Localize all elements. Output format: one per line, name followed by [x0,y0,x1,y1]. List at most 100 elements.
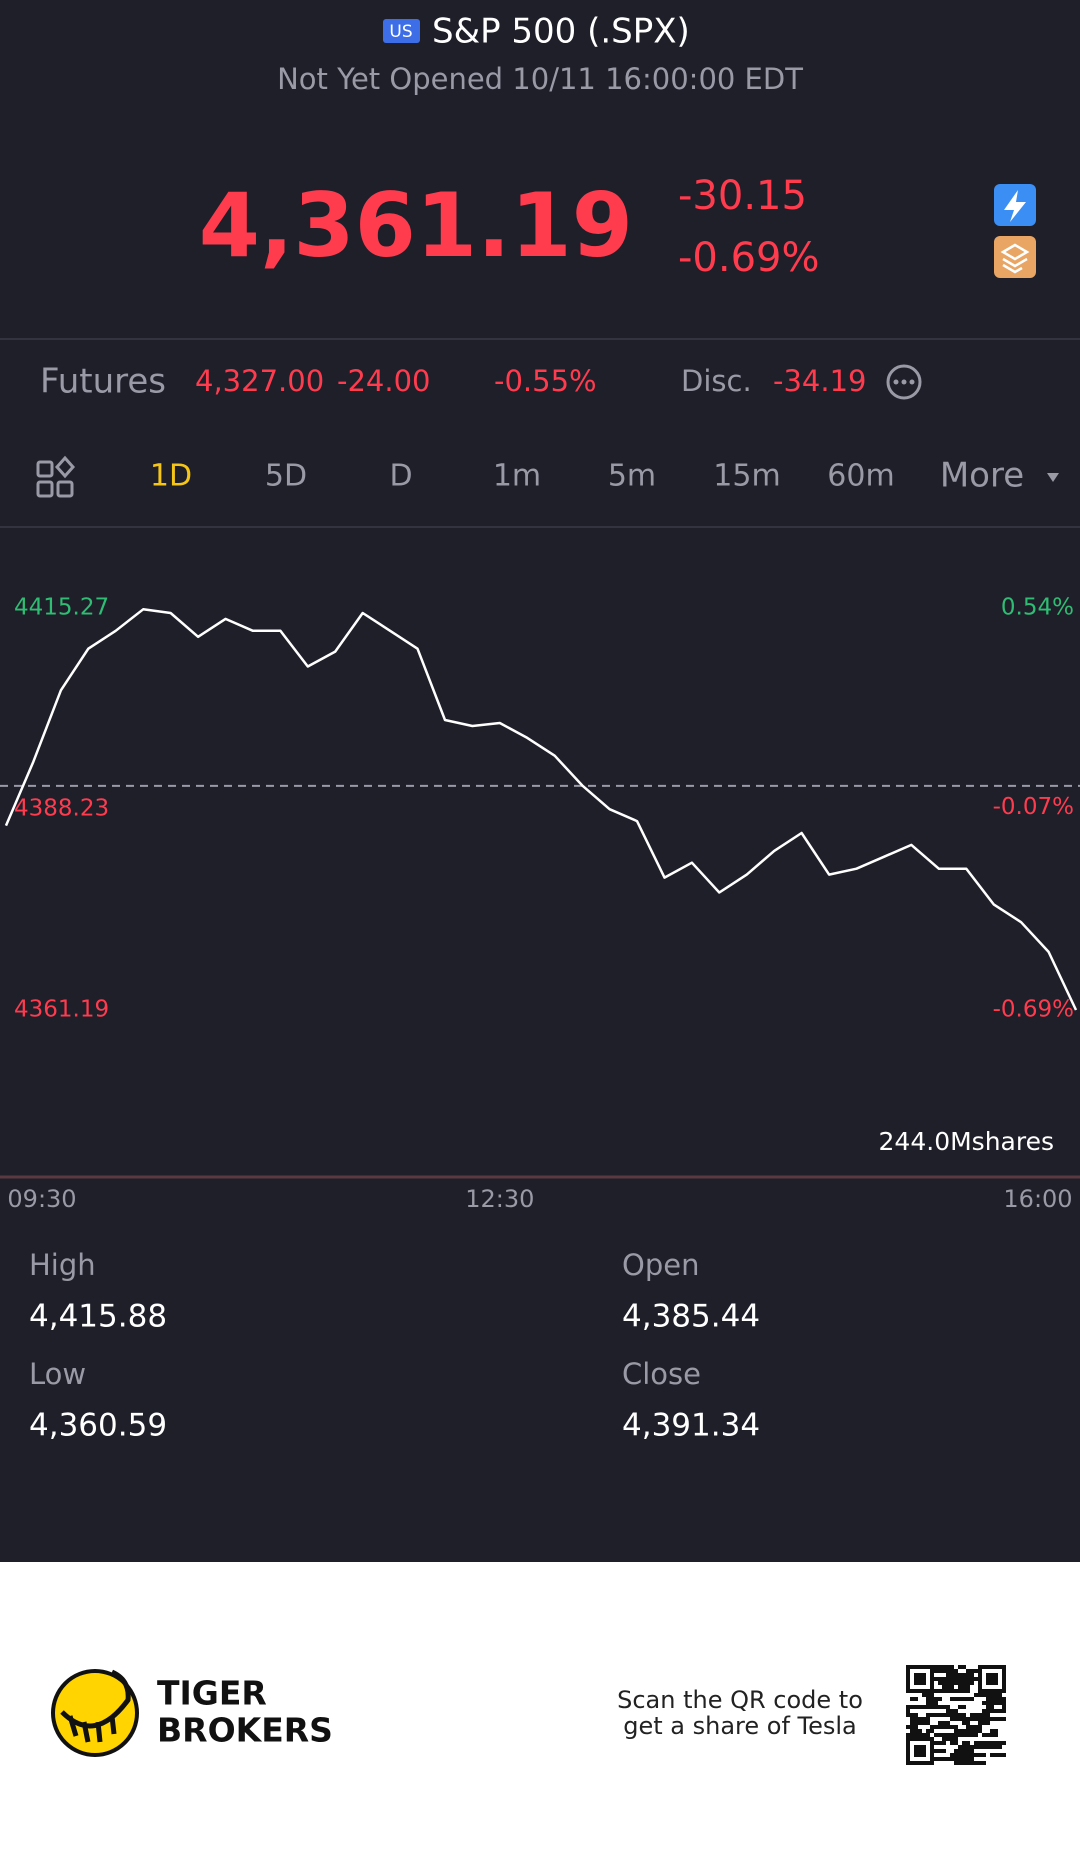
qr-cell [930,1681,934,1685]
qr-cell [906,1673,910,1677]
qr-cell [1002,1669,1006,1673]
tab[interactable]: 5D [265,459,307,494]
qr-cell [906,1741,910,1745]
tab[interactable]: 1D [150,459,192,494]
qr-cell [982,1745,986,1749]
qr-cell [938,1697,942,1701]
qr-cell [974,1753,978,1757]
tab[interactable]: More [940,456,1024,496]
qr-cell [922,1693,926,1697]
qr-cell [978,1721,982,1725]
qr-cell [962,1713,966,1717]
qr-cell [938,1757,942,1761]
layout-icon[interactable] [36,455,76,498]
layers-icon[interactable] [994,236,1036,278]
qr-cell [906,1665,910,1669]
qr-cell [926,1693,930,1697]
qr-cell [998,1689,1002,1693]
qr-cell [942,1733,946,1737]
qr-cell [970,1673,974,1677]
qr-cell [1002,1685,1006,1689]
tab[interactable]: D [389,459,412,494]
qr-cell [926,1705,930,1709]
futures-pct: -0.55% [494,364,597,398]
qr-cell [910,1705,914,1709]
qr-cell [914,1717,918,1721]
qr-cell [922,1753,926,1757]
qr-cell [922,1677,926,1681]
qr-cell [942,1705,946,1709]
qr-cell [914,1665,918,1669]
qr-cell [930,1741,934,1745]
qr-cell [1002,1753,1006,1757]
qr-cell [1002,1665,1006,1669]
qr-cell [982,1665,986,1669]
qr-cell [982,1753,986,1757]
qr-cell [946,1721,950,1725]
qr-cell [934,1741,938,1745]
qr-cell [914,1737,918,1741]
qr-cell [966,1685,970,1689]
qr-cell [906,1677,910,1681]
qr-cell [906,1681,910,1685]
qr-cell [950,1713,954,1717]
qr-cell [994,1729,998,1733]
qr-cell [958,1697,962,1701]
dropdown-arrow [1047,473,1059,482]
qr-cell [990,1733,994,1737]
qr-cell [926,1713,930,1717]
qr-cell [942,1677,946,1681]
qr-cell [970,1761,974,1765]
qr-cell [922,1689,926,1693]
tab[interactable]: 60m [827,459,894,494]
qr-cell [938,1669,942,1673]
qr-cell [914,1721,918,1725]
qr-cell [986,1693,990,1697]
qr-cell [938,1741,942,1745]
qr-cell [910,1717,914,1721]
qr-cell [930,1753,934,1757]
stat-label: High [29,1248,96,1282]
change: -30.15 [678,173,807,219]
qr-cell [974,1669,978,1673]
tab[interactable]: 5m [608,459,656,494]
price-line [4,608,1078,1011]
qr-cell [934,1713,938,1717]
qr-cell [938,1665,942,1669]
qr-cell [966,1725,970,1729]
qr-cell [934,1697,938,1701]
more-icon[interactable] [886,364,922,400]
qr-cell [986,1745,990,1749]
x-tick-label: 09:30 [7,1185,76,1213]
qr-cell [986,1741,990,1745]
stat-label: Close [622,1357,701,1391]
dot [893,379,899,385]
tab[interactable]: 1m [493,459,541,494]
qr-cell [974,1693,978,1697]
qr-cell [914,1681,918,1685]
qr-cell [922,1681,926,1685]
qr-cell [966,1717,970,1721]
qr-cell [914,1729,918,1733]
qr-cell [962,1721,966,1725]
qr-cell [982,1713,986,1717]
qr-cell [970,1757,974,1761]
qr-cell [990,1717,994,1721]
qr-cell [970,1753,974,1757]
tab[interactable]: 15m [713,459,780,494]
qr-cell [918,1673,922,1677]
qr-cell [930,1701,934,1705]
qr-cell [918,1681,922,1685]
qr-cell [906,1689,910,1693]
volume-label: 244.0Mshares [879,1127,1054,1156]
qr-cell [930,1705,934,1709]
qr-cell [990,1745,994,1749]
qr-cell [990,1677,994,1681]
qr-cell [926,1697,930,1701]
y2-tick-label: 0.54% [1001,595,1074,621]
qr-cell [994,1673,998,1677]
qr-cell [922,1737,926,1741]
price: 4,361.19 [199,174,633,277]
qr-cell [946,1685,950,1689]
